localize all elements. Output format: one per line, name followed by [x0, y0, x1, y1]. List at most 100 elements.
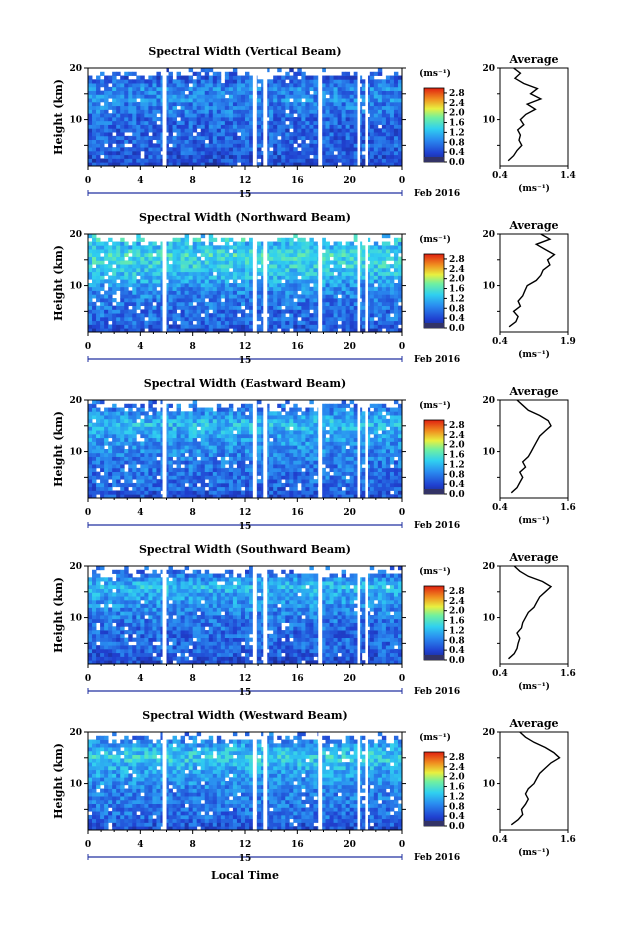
heatmap-cell	[192, 313, 198, 318]
heatmap-cell	[140, 264, 145, 269]
heatmap-cell	[136, 283, 141, 288]
heatmap-cell	[353, 109, 359, 114]
heatmap-cell	[164, 101, 169, 107]
heatmap-cell	[305, 90, 310, 95]
heatmap-cell	[112, 135, 117, 141]
heatmap-cell	[333, 132, 338, 137]
heatmap-cell	[116, 79, 121, 84]
heatmap-cell	[305, 294, 310, 299]
heatmap-cell	[257, 147, 262, 152]
heatmap-cell	[224, 482, 230, 488]
heatmap-cell	[236, 135, 242, 141]
heatmap-cell	[345, 135, 351, 141]
heatmap-cell	[257, 90, 262, 95]
heatmap-cell	[120, 158, 125, 163]
heatmap-cell	[144, 120, 149, 125]
heatmap-cell	[116, 105, 121, 110]
heatmap-cell	[144, 105, 149, 110]
heatmap-cell	[329, 320, 334, 325]
heatmap-cell	[377, 162, 383, 167]
heatmap-cell	[361, 490, 367, 495]
heatmap-cell	[180, 290, 186, 295]
heatmap-cell	[385, 456, 391, 461]
heatmap-cell	[257, 471, 262, 476]
heatmap-cell	[232, 328, 238, 333]
heatmap-cell	[152, 441, 157, 446]
heatmap-cell	[196, 101, 202, 107]
heatmap-cell	[245, 105, 250, 110]
heatmap-cell	[297, 305, 302, 310]
heatmap-cell	[232, 143, 238, 148]
heatmap-cell	[349, 294, 355, 299]
heatmap-cell	[172, 117, 177, 122]
heatmap-cell	[353, 83, 359, 88]
heatmap-cell	[293, 158, 298, 163]
heatmap-cell	[180, 486, 186, 491]
heatmap-cell	[277, 256, 282, 261]
heatmap-cell	[289, 256, 294, 261]
heatmap-cell	[140, 486, 145, 491]
heatmap-cell	[128, 494, 133, 499]
heatmap-cell	[96, 313, 101, 318]
heatmap-cell	[188, 313, 194, 318]
heatmap-cell	[373, 241, 379, 246]
heatmap-cell	[361, 467, 367, 473]
heatmap-cell	[381, 158, 387, 163]
heatmap-cell	[116, 283, 121, 288]
heatmap-cell	[148, 452, 153, 457]
heatmap-cell	[373, 324, 379, 329]
heatmap-cell	[204, 316, 210, 322]
heatmap-cell	[377, 132, 383, 137]
heatmap-cell	[385, 98, 391, 103]
heatmap-cell	[132, 252, 137, 258]
heatmap-cell	[329, 154, 334, 159]
heatmap-cell	[196, 324, 202, 329]
heatmap-cell	[361, 94, 367, 99]
heatmap-cell	[240, 449, 246, 454]
heatmap-cell	[152, 486, 157, 491]
heatmap-cell	[297, 94, 302, 99]
heatmap-cell	[277, 94, 282, 99]
colorbar-tick-label: 0.8	[449, 304, 465, 314]
heatmap-cell	[140, 147, 145, 152]
heatmap-cell	[128, 320, 133, 325]
heatmap-cell	[277, 124, 282, 129]
heatmap-cell	[236, 86, 242, 92]
heatmap-cell	[349, 256, 355, 261]
heatmap-cell	[257, 309, 262, 314]
heatmap-cell	[365, 79, 371, 84]
heatmap-cell	[349, 305, 355, 310]
heatmap-cell	[212, 456, 218, 461]
heatmap-cell	[249, 494, 254, 499]
heatmap-cell	[257, 298, 262, 303]
heatmap-cell	[220, 437, 226, 442]
heatmap-cell	[341, 316, 347, 322]
heatmap-cell	[341, 143, 347, 148]
heatmap-cell	[269, 117, 274, 122]
heatmap-cell	[156, 249, 161, 254]
heatmap-cell	[200, 482, 206, 488]
heatmap-cell	[196, 132, 202, 137]
heatmap-cell	[333, 283, 338, 288]
heatmap-cell	[397, 154, 403, 159]
heatmap-cell	[136, 143, 141, 148]
heatmap-cell	[389, 467, 395, 473]
heatmap-cell	[277, 271, 282, 276]
heatmap-cell	[393, 158, 399, 163]
heatmap-cell	[293, 98, 298, 103]
heatmap-cell	[353, 105, 359, 110]
heatmap-cell	[188, 90, 194, 95]
heatmap-cell	[176, 328, 181, 333]
heatmap-cell	[240, 139, 246, 144]
heatmap-cell	[196, 471, 202, 476]
heatmap-cell	[204, 128, 210, 133]
heatmap-cell	[273, 124, 278, 129]
heatmap-cell	[192, 494, 198, 499]
heatmap-cell	[349, 260, 355, 265]
heatmap-cell	[337, 98, 343, 103]
heatmap-cell	[212, 143, 218, 148]
heatmap-cell	[232, 456, 238, 461]
heatmap-cell	[232, 260, 238, 265]
heatmap-cell	[377, 120, 383, 125]
heatmap-cell	[249, 113, 254, 118]
